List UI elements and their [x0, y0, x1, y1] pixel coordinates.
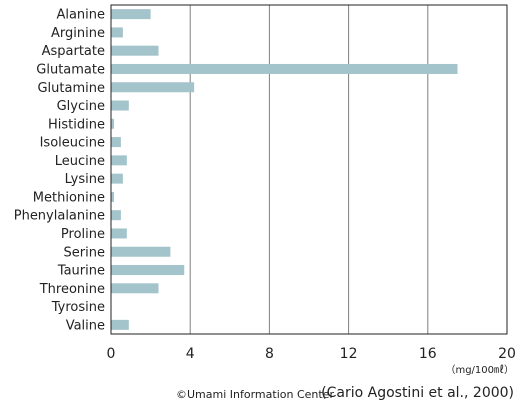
category-label-threonine: Threonine — [39, 282, 105, 297]
unit-label: （mg/100㎖） — [445, 365, 514, 376]
category-label-proline: Proline — [61, 227, 105, 242]
bar-valine — [111, 319, 129, 330]
x-tick-label: 0 — [107, 346, 116, 362]
category-label-leucine: Leucine — [55, 154, 105, 169]
category-label-tyrosine: Tyrosine — [51, 300, 105, 315]
bar-proline — [111, 228, 127, 239]
bar-lysine — [111, 173, 123, 184]
category-label-arginine: Arginine — [51, 26, 105, 41]
bar-arginine — [111, 27, 123, 38]
bar-threonine — [111, 283, 159, 294]
category-label-isoleucine: Isoleucine — [40, 136, 105, 151]
x-tick-label: 16 — [419, 346, 437, 362]
x-tick-label: 20 — [498, 346, 516, 362]
category-label-alanine: Alanine — [56, 8, 105, 23]
plot-frame — [110, 4, 508, 335]
bar-isoleucine — [111, 137, 121, 148]
category-label-aspartate: Aspartate — [42, 44, 105, 59]
source-citation: (Cario Agostini et al., 2000) — [321, 385, 514, 401]
category-labels: Alanine Arginine Aspartate Glutamate Glutami… — [14, 8, 105, 334]
x-tick-label: 12 — [340, 346, 358, 362]
category-label-serine: Serine — [64, 245, 105, 260]
category-label-histidine: Histidine — [48, 117, 105, 132]
bar-glycine — [111, 100, 129, 111]
bar-serine — [111, 246, 171, 257]
bar-methionine — [111, 191, 114, 202]
category-label-taurine: Taurine — [57, 264, 105, 279]
bar-histidine — [111, 118, 114, 129]
category-label-valine: Valine — [66, 318, 105, 333]
category-label-glutamine: Glutamine — [37, 81, 105, 96]
category-label-phenylalanine: Phenylalanine — [14, 209, 105, 224]
bar-glutamate — [111, 63, 458, 74]
category-label-glutamate: Glutamate — [36, 62, 105, 77]
bar-alanine — [111, 9, 151, 20]
x-tick-label: 4 — [186, 346, 195, 362]
x-tick-labels: 0 4 8 12 16 20 — [107, 346, 516, 362]
credit-text: ©Umami Information Center — [176, 388, 334, 401]
bar-phenylalanine — [111, 210, 121, 221]
gridlines — [189, 5, 429, 334]
bar-taurine — [111, 265, 185, 276]
category-label-methionine: Methionine — [33, 190, 105, 205]
bar-aspartate — [111, 45, 159, 56]
x-tick-label: 8 — [265, 346, 274, 362]
bar-glutamine — [111, 82, 195, 93]
bars — [111, 9, 458, 330]
bar-leucine — [111, 155, 127, 166]
category-label-lysine: Lysine — [65, 172, 105, 187]
category-label-glycine: Glycine — [57, 99, 105, 114]
